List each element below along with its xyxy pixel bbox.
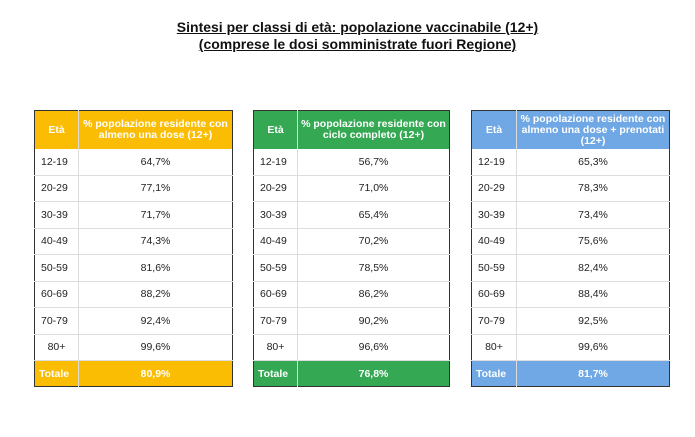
percent-value: 88,4% xyxy=(516,281,670,308)
table-row: 60-69 88,2% xyxy=(34,281,233,308)
age-group: 60-69 xyxy=(253,281,298,308)
age-group: 40-49 xyxy=(34,228,79,255)
age-group: 12-19 xyxy=(253,149,298,176)
total-value: 80,9% xyxy=(140,367,171,380)
table-almeno-una-dose: Età % popolazione residente con almeno u… xyxy=(34,110,233,387)
table-header: Età % popolazione residente con almeno u… xyxy=(471,110,670,149)
table-header: Età % popolazione residente con ciclo co… xyxy=(253,110,450,149)
percent-value: 75,6% xyxy=(516,228,670,255)
age-group: 60-69 xyxy=(471,281,517,308)
percent-value: 71,7% xyxy=(78,201,233,229)
table-row: 50-59 81,6% xyxy=(34,254,233,282)
table-header: Età % popolazione residente con almeno u… xyxy=(34,110,233,149)
percent-value: 88,2% xyxy=(78,281,233,308)
table-row: 12-19 56,7% xyxy=(253,149,450,176)
table-row: 30-39 71,7% xyxy=(34,201,233,229)
table-row: 60-69 88,4% xyxy=(471,281,670,308)
total-label: Totale xyxy=(253,360,298,387)
percent-value: 56,7% xyxy=(297,149,450,176)
age-group: 50-59 xyxy=(34,254,79,282)
table-ciclo-completo: Età % popolazione residente con ciclo co… xyxy=(253,110,450,387)
table-row: 20-29 77,1% xyxy=(34,175,233,202)
age-group: 50-59 xyxy=(471,254,517,282)
table-row: 30-39 65,4% xyxy=(253,201,450,229)
table-row: 80+ 99,6% xyxy=(34,334,233,361)
header-percent: % popolazione residente con almeno una d… xyxy=(83,118,228,141)
table-row: 70-79 92,4% xyxy=(34,307,233,335)
age-group: 80+ xyxy=(34,334,79,361)
age-group: 40-49 xyxy=(471,228,517,255)
percent-value: 74,3% xyxy=(78,228,233,255)
percent-value: 90,2% xyxy=(297,307,450,335)
percent-value: 71,0% xyxy=(297,175,450,202)
table-row: 20-29 71,0% xyxy=(253,175,450,202)
percent-value: 73,4% xyxy=(516,201,670,229)
age-group: 60-69 xyxy=(34,281,79,308)
table-row: 20-29 78,3% xyxy=(471,175,670,202)
age-group: 12-19 xyxy=(471,149,517,176)
total-label: Totale xyxy=(471,360,517,387)
header-percent: % popolazione residente con ciclo comple… xyxy=(301,118,446,141)
title-line-2: (comprese le dosi somministrate fuori Re… xyxy=(198,36,517,52)
percent-value: 65,3% xyxy=(516,149,670,176)
total-value: 76,8% xyxy=(358,367,389,380)
total-row: Totale 76,8% xyxy=(253,360,450,387)
age-group: 40-49 xyxy=(253,228,298,255)
title-line-1: Sintesi per classi di età: popolazione v… xyxy=(176,19,539,35)
age-group: 70-79 xyxy=(34,307,79,335)
total-row: Totale 81,7% xyxy=(471,360,670,387)
table-dose-prenotati: Età % popolazione residente con almeno u… xyxy=(471,110,670,387)
total-value: 81,7% xyxy=(578,367,608,380)
header-eta: Età xyxy=(253,110,298,149)
table-row: 70-79 92,5% xyxy=(471,307,670,335)
age-group: 12-19 xyxy=(34,149,79,176)
percent-value: 99,6% xyxy=(516,334,670,361)
table-row: 40-49 75,6% xyxy=(471,228,670,255)
total-row: Totale 80,9% xyxy=(34,360,233,387)
age-group: 80+ xyxy=(471,334,517,361)
age-group: 30-39 xyxy=(253,201,298,229)
percent-value: 78,3% xyxy=(516,175,670,202)
table-row: 80+ 99,6% xyxy=(471,334,670,361)
table-row: 50-59 82,4% xyxy=(471,254,670,282)
header-eta: Età xyxy=(471,110,517,149)
age-group: 20-29 xyxy=(471,175,517,202)
age-group: 50-59 xyxy=(253,254,298,282)
table-row: 50-59 78,5% xyxy=(253,254,450,282)
table-row: 40-49 74,3% xyxy=(34,228,233,255)
percent-value: 92,5% xyxy=(516,307,670,335)
table-row: 40-49 70,2% xyxy=(253,228,450,255)
percent-value: 99,6% xyxy=(78,334,233,361)
percent-value: 92,4% xyxy=(78,307,233,335)
age-group: 80+ xyxy=(253,334,298,361)
table-row: 70-79 90,2% xyxy=(253,307,450,335)
percent-value: 65,4% xyxy=(297,201,450,229)
age-group: 70-79 xyxy=(253,307,298,335)
percent-value: 82,4% xyxy=(516,254,670,282)
percent-value: 77,1% xyxy=(78,175,233,202)
table-row: 60-69 86,2% xyxy=(253,281,450,308)
header-percent: % popolazione residente con almeno una d… xyxy=(520,112,666,147)
table-row: 30-39 73,4% xyxy=(471,201,670,229)
percent-value: 96,6% xyxy=(297,334,450,361)
table-row: 12-19 65,3% xyxy=(471,149,670,176)
table-row: 80+ 96,6% xyxy=(253,334,450,361)
percent-value: 86,2% xyxy=(297,281,450,308)
table-row: 12-19 64,7% xyxy=(34,149,233,176)
age-group: 20-29 xyxy=(253,175,298,202)
percent-value: 81,6% xyxy=(78,254,233,282)
age-group: 70-79 xyxy=(471,307,517,335)
percent-value: 70,2% xyxy=(297,228,450,255)
age-group: 20-29 xyxy=(34,175,79,202)
total-label: Totale xyxy=(34,360,79,387)
age-group: 30-39 xyxy=(471,201,517,229)
page-title: Sintesi per classi di età: popolazione v… xyxy=(0,19,695,53)
age-group: 30-39 xyxy=(34,201,79,229)
percent-value: 64,7% xyxy=(78,149,233,176)
percent-value: 78,5% xyxy=(297,254,450,282)
header-eta: Età xyxy=(34,110,79,149)
